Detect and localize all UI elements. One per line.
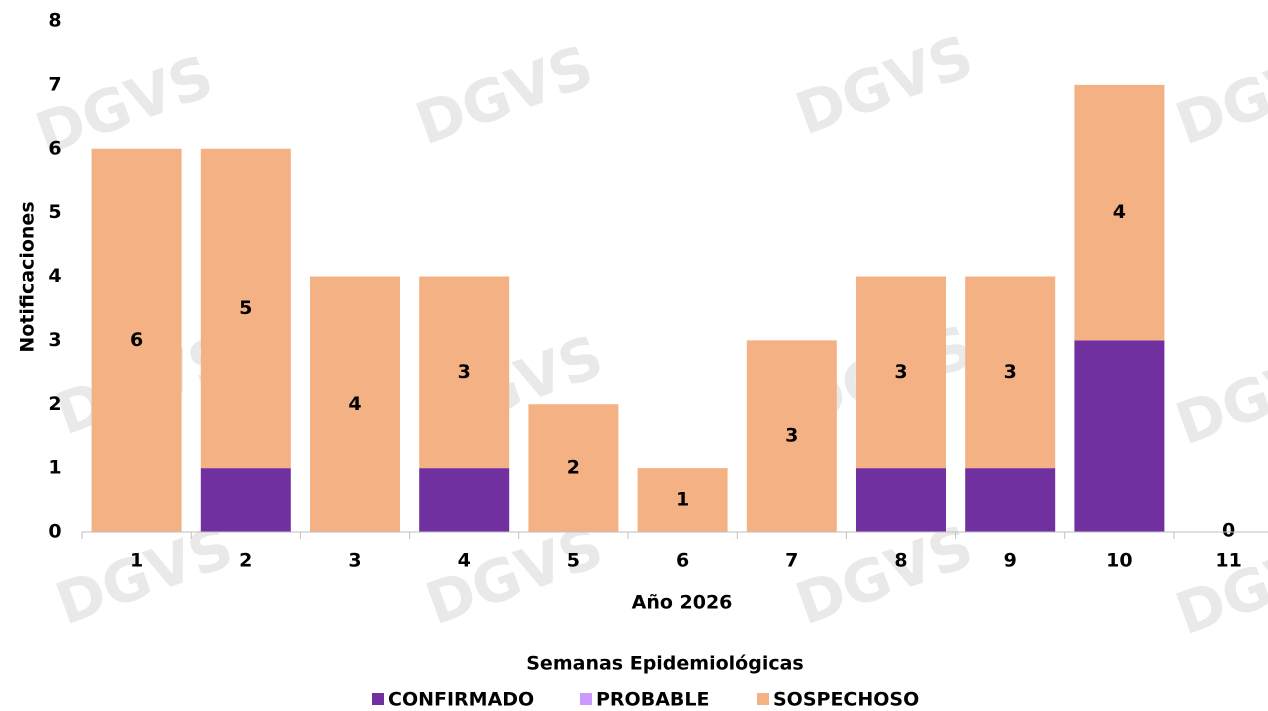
data-label: 3	[894, 361, 907, 383]
legend-swatch	[580, 693, 592, 705]
data-label: 4	[1113, 201, 1126, 223]
x-tick-label: 6	[676, 550, 689, 572]
data-label: 6	[130, 329, 143, 351]
y-tick-label: 4	[48, 265, 61, 287]
data-label: 4	[348, 393, 361, 415]
bar-segment	[91, 148, 182, 532]
legend-swatch	[372, 693, 384, 705]
y-tick-label: 6	[48, 137, 61, 159]
y-tick-label: 1	[48, 457, 61, 479]
watermark: DGVS	[1167, 522, 1268, 648]
x-tick-label: 1	[130, 550, 143, 572]
x-tick-label: 8	[894, 550, 907, 572]
y-tick-label: 8	[48, 10, 61, 32]
chart-title: Semanas Epidemiológicas	[526, 653, 803, 675]
x-tick-label: 7	[785, 550, 798, 572]
x-tick-label: 3	[348, 550, 361, 572]
bar-segment	[856, 276, 946, 469]
bar-segment	[965, 468, 1056, 532]
watermark: DGVS	[1167, 332, 1268, 458]
bar-segment	[856, 468, 946, 532]
y-tick-label: 2	[48, 393, 61, 415]
y-tick-label: 0	[48, 521, 61, 543]
x-tick-label: 4	[458, 550, 471, 572]
bar-segment	[419, 276, 510, 469]
watermark: DGVS	[787, 22, 982, 148]
legend-label: CONFIRMADO	[388, 689, 534, 711]
bar-segment	[1074, 84, 1165, 341]
data-label: 5	[239, 297, 252, 319]
y-axis-label: Notificaciones	[17, 201, 39, 352]
y-tick-label: 3	[48, 329, 61, 351]
data-label: 2	[567, 457, 580, 479]
bar-segment	[200, 148, 291, 469]
y-tick-label: 5	[48, 201, 61, 223]
data-label: 0	[1222, 520, 1235, 542]
legend-label: SOSPECHOSO	[773, 689, 919, 711]
data-label: 3	[1004, 361, 1017, 383]
x-axis-label: Año 2026	[632, 592, 733, 614]
watermark: DGVS	[407, 32, 602, 158]
legend-swatch	[757, 693, 769, 705]
bar-segment	[419, 468, 510, 532]
data-label: 3	[785, 425, 798, 447]
x-tick-label: 9	[1004, 550, 1017, 572]
bar-segment	[310, 276, 400, 532]
x-tick-label: 10	[1106, 550, 1132, 572]
x-tick-label: 5	[567, 550, 580, 572]
data-label: 3	[458, 361, 471, 383]
x-tick-label: 2	[239, 550, 252, 572]
bar-segment	[637, 468, 728, 532]
bar-segment	[1074, 340, 1165, 532]
watermark: DGVS	[1167, 32, 1268, 158]
bar-segment	[965, 276, 1056, 469]
y-tick-label: 7	[48, 73, 61, 95]
bar-segment	[746, 340, 837, 532]
bar-segment	[528, 404, 619, 532]
x-tick-label: 11	[1215, 550, 1241, 572]
legend-label: PROBABLE	[596, 689, 709, 711]
bar-segment	[200, 468, 291, 532]
data-label: 1	[676, 489, 689, 511]
